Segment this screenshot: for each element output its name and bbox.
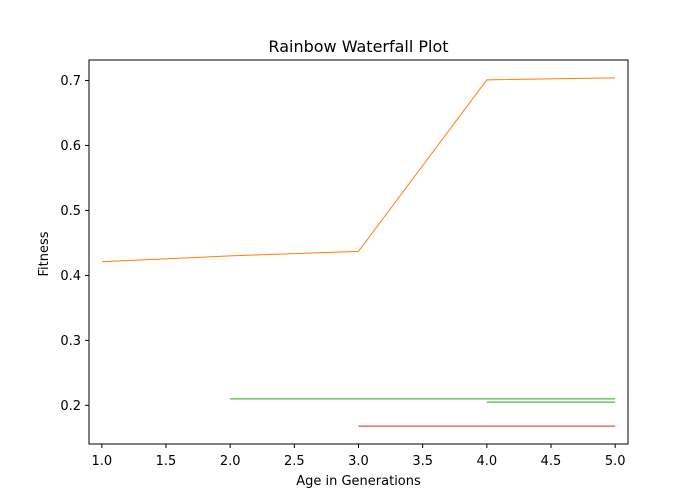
x-tick-label: 3.0 [348,454,369,469]
x-tick-label: 3.5 [412,454,433,469]
x-tick-label: 5.0 [605,454,626,469]
y-tick-label: 0.2 [60,399,81,414]
x-tick-label: 1.5 [156,454,177,469]
y-tick-label: 0.4 [60,269,81,284]
x-tick-label: 4.5 [541,454,562,469]
y-tick-label: 0.5 [60,204,81,219]
y-tick-label: 0.7 [60,74,81,89]
x-axis-title: Age in Generations [296,474,421,489]
x-tick-label: 4.0 [476,454,497,469]
y-tick-label: 0.3 [60,334,81,349]
plot-area: 1.0 1.5 2.0 2.5 3.0 3.5 4.0 4.5 5.0 0.2 0.3 0.4 0.5 0… [60,59,629,469]
x-tick-label: 1.0 [91,454,112,469]
y-axis-title: Fitness [37,231,52,276]
x-tick-label: 2.5 [284,454,305,469]
x-tick-label: 2.0 [220,454,241,469]
series-line-0 [101,77,616,263]
y-tick-label: 0.6 [60,139,81,154]
chart-title: Rainbow Waterfall Plot [268,37,448,56]
